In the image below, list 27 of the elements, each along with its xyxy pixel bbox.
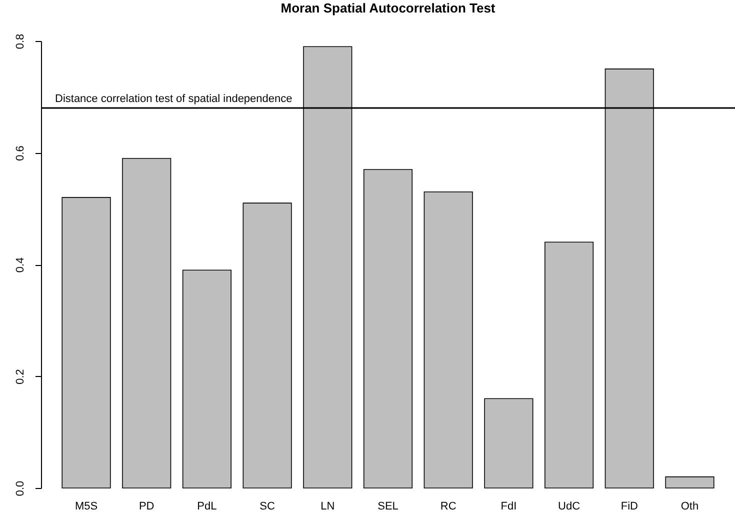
x-tick-label: Oth <box>680 500 699 512</box>
chart-title: Moran Spatial Autocorrelation Test <box>280 0 496 16</box>
y-tick-label: 0.6 <box>14 146 26 161</box>
bar <box>665 476 714 488</box>
x-tick-label: RC <box>440 500 456 512</box>
bar <box>62 197 111 488</box>
y-tick-label: 0.8 <box>14 34 26 50</box>
x-tick-label: UdC <box>558 500 580 512</box>
y-tick-label: 0.2 <box>14 369 26 384</box>
x-tick-label: M5S <box>74 500 98 512</box>
bar <box>122 158 172 488</box>
x-tick-label: PdL <box>197 500 217 512</box>
x-tick-label: FdI <box>500 500 517 512</box>
y-tick-label: 0.4 <box>14 257 26 273</box>
y-tick-label: 0.0 <box>14 480 26 496</box>
bar <box>424 191 473 488</box>
x-tick-label: SC <box>260 500 275 512</box>
x-tick-label: SEL <box>378 500 398 512</box>
bar <box>363 169 413 488</box>
bar <box>182 270 232 488</box>
bar <box>484 398 534 488</box>
x-tick-label: PD <box>138 500 154 512</box>
bar <box>242 202 292 488</box>
ref-line-label: Distance correlation test of spatial independence <box>55 93 292 106</box>
x-tick-label: FiD <box>620 500 638 512</box>
x-tick-label: LN <box>320 500 335 512</box>
bar <box>544 242 594 488</box>
